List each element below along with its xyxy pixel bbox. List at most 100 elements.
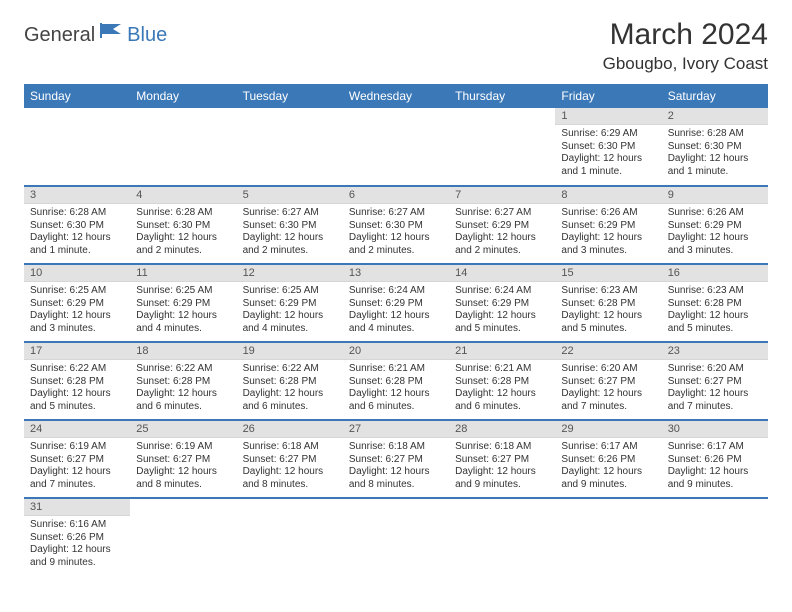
sunrise-value: 6:25 AM [69, 285, 106, 296]
daylight-label: Daylight: [455, 466, 494, 477]
sunset-value: 6:30 PM [67, 220, 104, 231]
day-details: Sunrise: 6:21 AMSunset: 6:28 PMDaylight:… [343, 360, 449, 417]
sunrise-line: Sunrise: 6:25 AM [30, 285, 124, 298]
calendar-cell [343, 108, 449, 186]
sunset-value: 6:30 PM [704, 141, 741, 152]
calendar-cell: 15Sunrise: 6:23 AMSunset: 6:28 PMDayligh… [555, 264, 661, 342]
calendar-cell [662, 498, 768, 576]
sunset-value: 6:28 PM [173, 376, 210, 387]
sunset-line: Sunset: 6:28 PM [136, 376, 230, 389]
sunrise-line: Sunrise: 6:17 AM [561, 441, 655, 454]
sunset-label: Sunset: [30, 532, 64, 543]
sunset-label: Sunset: [349, 454, 383, 465]
sunrise-value: 6:28 AM [176, 207, 213, 218]
sunrise-label: Sunrise: [243, 285, 280, 296]
daylight-label: Daylight: [455, 310, 494, 321]
sunset-value: 6:27 PM [67, 454, 104, 465]
day-number: 7 [449, 187, 555, 204]
daylight-line: Daylight: 12 hours and 1 minute. [668, 153, 762, 178]
daylight-label: Daylight: [561, 388, 600, 399]
sunrise-value: 6:20 AM [601, 363, 638, 374]
calendar-cell: 17Sunrise: 6:22 AMSunset: 6:28 PMDayligh… [24, 342, 130, 420]
day-number: 18 [130, 343, 236, 360]
sunrise-label: Sunrise: [136, 441, 173, 452]
sunrise-value: 6:26 AM [707, 207, 744, 218]
sunrise-line: Sunrise: 6:19 AM [136, 441, 230, 454]
sunset-value: 6:29 PM [598, 220, 635, 231]
sunrise-value: 6:27 AM [495, 207, 532, 218]
sunrise-label: Sunrise: [349, 207, 386, 218]
day-details: Sunrise: 6:23 AMSunset: 6:28 PMDaylight:… [662, 282, 768, 339]
sunrise-label: Sunrise: [455, 363, 492, 374]
sunset-value: 6:29 PM [386, 298, 423, 309]
sunrise-label: Sunrise: [561, 363, 598, 374]
daylight-label: Daylight: [349, 232, 388, 243]
day-details: Sunrise: 6:27 AMSunset: 6:30 PMDaylight:… [343, 204, 449, 261]
sunrise-line: Sunrise: 6:25 AM [243, 285, 337, 298]
sunrise-label: Sunrise: [136, 207, 173, 218]
sunset-label: Sunset: [136, 298, 170, 309]
sunrise-line: Sunrise: 6:18 AM [349, 441, 443, 454]
day-number: 23 [662, 343, 768, 360]
sunrise-line: Sunrise: 6:19 AM [30, 441, 124, 454]
day-number: 19 [237, 343, 343, 360]
sunset-line: Sunset: 6:27 PM [561, 376, 655, 389]
daylight-line: Daylight: 12 hours and 9 minutes. [455, 466, 549, 491]
sunrise-line: Sunrise: 6:18 AM [455, 441, 549, 454]
daylight-label: Daylight: [243, 232, 282, 243]
sunrise-line: Sunrise: 6:27 AM [455, 207, 549, 220]
sunrise-label: Sunrise: [561, 285, 598, 296]
sunrise-label: Sunrise: [668, 363, 705, 374]
sunset-value: 6:27 PM [279, 454, 316, 465]
weekday-header: Thursday [449, 84, 555, 108]
daylight-label: Daylight: [30, 310, 69, 321]
day-number: 30 [662, 421, 768, 438]
day-details: Sunrise: 6:19 AMSunset: 6:27 PMDaylight:… [130, 438, 236, 495]
daylight-line: Daylight: 12 hours and 3 minutes. [561, 232, 655, 257]
sunset-value: 6:28 PM [279, 376, 316, 387]
daylight-line: Daylight: 12 hours and 6 minutes. [349, 388, 443, 413]
calendar-cell [343, 498, 449, 576]
sunrise-label: Sunrise: [668, 207, 705, 218]
sunset-value: 6:26 PM [67, 532, 104, 543]
calendar-cell: 25Sunrise: 6:19 AMSunset: 6:27 PMDayligh… [130, 420, 236, 498]
day-details: Sunrise: 6:16 AMSunset: 6:26 PMDaylight:… [24, 516, 130, 573]
sunset-line: Sunset: 6:27 PM [455, 454, 549, 467]
sunrise-label: Sunrise: [243, 441, 280, 452]
sunrise-line: Sunrise: 6:22 AM [243, 363, 337, 376]
daylight-line: Daylight: 12 hours and 1 minute. [561, 153, 655, 178]
sunrise-value: 6:16 AM [69, 519, 106, 530]
day-details: Sunrise: 6:19 AMSunset: 6:27 PMDaylight:… [24, 438, 130, 495]
calendar-cell: 29Sunrise: 6:17 AMSunset: 6:26 PMDayligh… [555, 420, 661, 498]
sunrise-value: 6:19 AM [176, 441, 213, 452]
daylight-label: Daylight: [668, 153, 707, 164]
calendar-cell: 12Sunrise: 6:25 AMSunset: 6:29 PMDayligh… [237, 264, 343, 342]
sunrise-line: Sunrise: 6:26 AM [668, 207, 762, 220]
day-details: Sunrise: 6:24 AMSunset: 6:29 PMDaylight:… [449, 282, 555, 339]
sunrise-value: 6:17 AM [601, 441, 638, 452]
day-number: 3 [24, 187, 130, 204]
sunrise-label: Sunrise: [243, 207, 280, 218]
day-details: Sunrise: 6:25 AMSunset: 6:29 PMDaylight:… [130, 282, 236, 339]
day-details: Sunrise: 6:28 AMSunset: 6:30 PMDaylight:… [662, 125, 768, 182]
calendar-cell [449, 498, 555, 576]
day-number: 5 [237, 187, 343, 204]
sunrise-line: Sunrise: 6:18 AM [243, 441, 337, 454]
sunset-label: Sunset: [30, 376, 64, 387]
daylight-label: Daylight: [243, 466, 282, 477]
sunset-value: 6:26 PM [704, 454, 741, 465]
sunrise-label: Sunrise: [561, 207, 598, 218]
daylight-label: Daylight: [243, 388, 282, 399]
day-details: Sunrise: 6:20 AMSunset: 6:27 PMDaylight:… [662, 360, 768, 417]
calendar-cell: 11Sunrise: 6:25 AMSunset: 6:29 PMDayligh… [130, 264, 236, 342]
sunrise-line: Sunrise: 6:28 AM [668, 128, 762, 141]
sunset-line: Sunset: 6:28 PM [668, 298, 762, 311]
sunset-line: Sunset: 6:28 PM [30, 376, 124, 389]
day-details: Sunrise: 6:25 AMSunset: 6:29 PMDaylight:… [237, 282, 343, 339]
sunrise-value: 6:17 AM [707, 441, 744, 452]
sunset-value: 6:28 PM [598, 298, 635, 309]
sunset-value: 6:30 PM [598, 141, 635, 152]
sunset-line: Sunset: 6:30 PM [349, 220, 443, 233]
sunset-label: Sunset: [349, 298, 383, 309]
sunset-value: 6:28 PM [386, 376, 423, 387]
